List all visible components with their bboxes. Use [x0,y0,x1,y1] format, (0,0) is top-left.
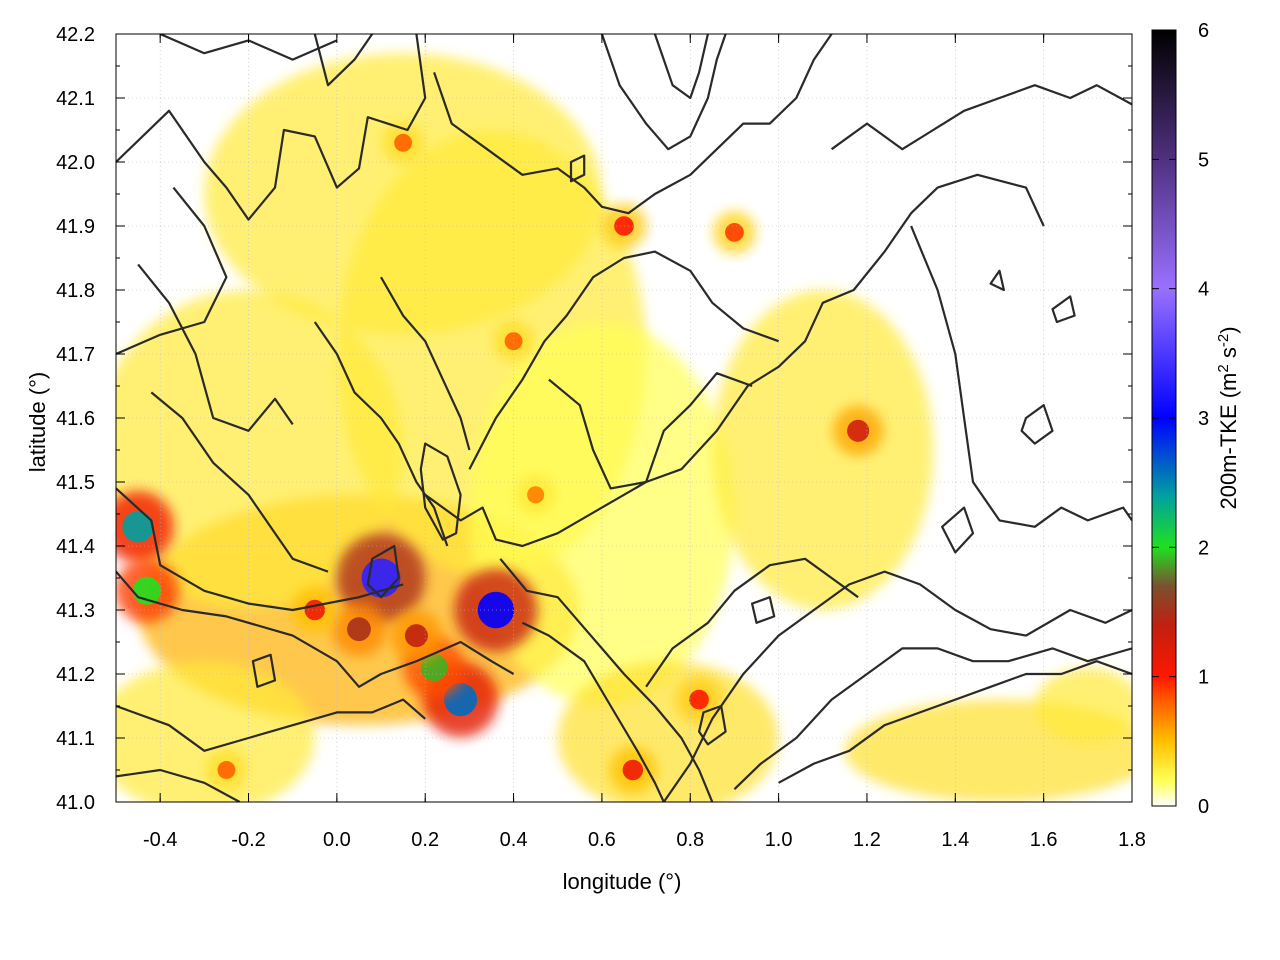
contour-line [645,557,859,688]
tke-region [1034,667,1132,745]
colorbar-ticks: 0 1 2 3 4 5 6 [1152,20,1209,818]
tke-hotspot [477,591,515,629]
contour-loop [419,442,462,541]
contour-loop [366,544,400,599]
contour-line [150,391,329,573]
x-tick-label: -0.2 [231,829,265,851]
x-tick-label: 0.4 [500,829,528,851]
contour-line [548,372,753,490]
tke-region [712,290,934,610]
contour-line [424,173,1045,548]
tke-hotspot [394,133,413,152]
contour-loop [251,653,277,688]
y-tick-label: 41.5 [56,472,95,494]
x-tick-label: 1.6 [1030,829,1058,851]
y-tick-label: 41.3 [56,600,95,622]
colorbar-label: 200m-TKE (m2 s-2) [1215,326,1241,509]
colorbar-tick-label: 0 [1198,796,1209,818]
contour-line [116,698,426,752]
contour-line [778,660,1132,784]
tke-hotspot [689,689,709,710]
x-axis-label: longitude (°) [563,869,682,894]
y-tick-label: 41.6 [56,408,95,430]
y-tick-label: 41.8 [56,280,95,302]
colorbar-tick-label: 6 [1198,20,1209,42]
y-tick-label: 42.1 [56,88,95,110]
contour-loop [1051,295,1076,324]
x-axis-ticks: -0.4 -0.2 0.0 0.2 0.4 0.6 0.8 1.0 1.2 1.4 1.6 1.8 [143,34,1146,851]
contour-loop [941,506,975,554]
tke-hotspot [527,486,545,504]
contour-line [116,34,427,221]
contour-line [116,186,228,356]
contour-line [662,570,1132,802]
y-axis-ticks: 41.0 41.1 41.2 41.3 41.4 41.5 41.6 41.7 41.8 41.9… [56,24,1132,814]
tke-hotspot [217,761,236,779]
contour-line [521,621,665,802]
tke-hotspot [725,223,744,242]
contour-line [116,570,515,688]
contour-line [137,263,294,432]
colorbar-tick-label: 3 [1198,408,1209,430]
y-tick-label: 41.0 [56,792,95,814]
contour-loop [751,596,776,624]
colorbar-tick-label: 5 [1198,149,1209,171]
contour-line [600,34,727,151]
contour-loop [1020,404,1054,445]
contour-line [380,276,471,451]
y-tick-label: 41.4 [56,536,95,558]
colorbar-tick-label: 2 [1198,537,1209,559]
contour-loop [569,154,586,183]
contour-line [116,768,241,802]
colorbar-tick-label: 1 [1198,667,1209,689]
contour-line [830,84,1132,151]
tke-region [116,661,315,802]
x-tick-label: 1.8 [1118,829,1146,851]
x-tick-label: 1.4 [941,829,969,851]
tke-hotspot [304,599,326,621]
contour-line [116,487,404,612]
contour-loop [989,269,1005,292]
y-tick-label: 41.7 [56,344,95,366]
contour-line [313,321,449,547]
tke-hotspot [847,419,870,442]
y-tick-label: 41.1 [56,728,95,750]
contours [116,34,1132,802]
y-tick-label: 42.0 [56,152,95,174]
tke-region [204,53,602,335]
y-tick-label: 41.9 [56,216,95,238]
tke-hotspot [404,624,428,648]
colorbar-tick-label: 4 [1198,279,1209,301]
contour-line [653,34,709,100]
tke-region [116,290,404,610]
x-tick-label: 1.2 [853,829,881,851]
x-tick-label: 1.0 [765,829,793,851]
contour-loop [698,704,727,746]
x-tick-label: 0.6 [588,829,616,851]
tke-hotspot [347,617,371,642]
grid [116,34,1132,802]
contour-line [733,647,1132,790]
x-tick-label: 0.0 [323,829,351,851]
y-tick-label: 41.2 [56,664,95,686]
tke-hotspot [504,332,523,351]
contour-line [910,225,1132,528]
contour-line [313,34,374,87]
tke-hotspot [622,759,644,781]
contour-line [433,34,833,215]
x-tick-label: 0.2 [411,829,439,851]
contour-line [468,250,779,470]
tke-hotspot [420,654,448,682]
x-tick-label: 0.8 [676,829,704,851]
tke-hotspot [122,511,154,543]
x-tick-label: -0.4 [143,829,177,851]
y-axis-label: latitude (°) [25,372,50,473]
contour-line [499,558,714,802]
y-tick-label: 42.2 [56,24,95,46]
